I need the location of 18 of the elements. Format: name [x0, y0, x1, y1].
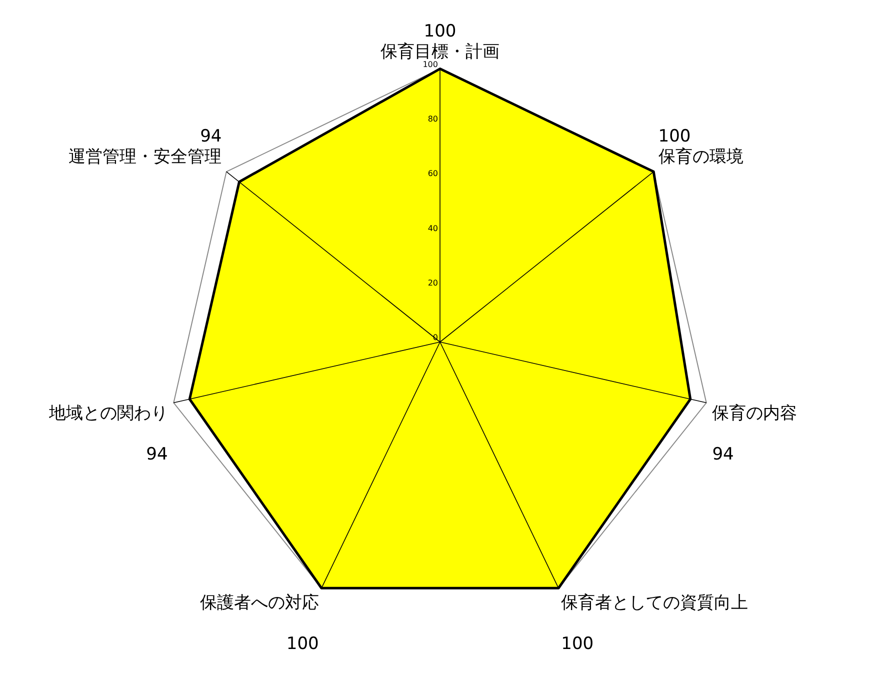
spoke-label: 運営管理・安全管理	[68, 147, 222, 168]
data-label: 100	[658, 126, 691, 147]
spoke-label: 保護者への対応	[200, 593, 319, 614]
y-tick-label: 100	[422, 60, 438, 69]
y-tick-label: 80	[428, 114, 438, 124]
spoke-label: 保育目標・計画	[380, 42, 500, 62]
y-tick-label: 40	[428, 224, 438, 233]
data-label: 94	[200, 126, 222, 147]
spoke-label: 保育の内容	[712, 404, 798, 424]
y-tick-label: 20	[428, 278, 438, 288]
spoke-label: 保育の環境	[658, 147, 744, 168]
data-label: 94	[712, 444, 734, 465]
spoke-label: 地域との関わり	[48, 404, 168, 424]
y-tick-label: 60	[428, 169, 438, 178]
data-label: 100	[286, 634, 319, 654]
data-label: 94	[146, 444, 168, 465]
data-label: 100	[561, 634, 594, 654]
spoke-label: 保育者としての資質向上	[561, 593, 748, 614]
